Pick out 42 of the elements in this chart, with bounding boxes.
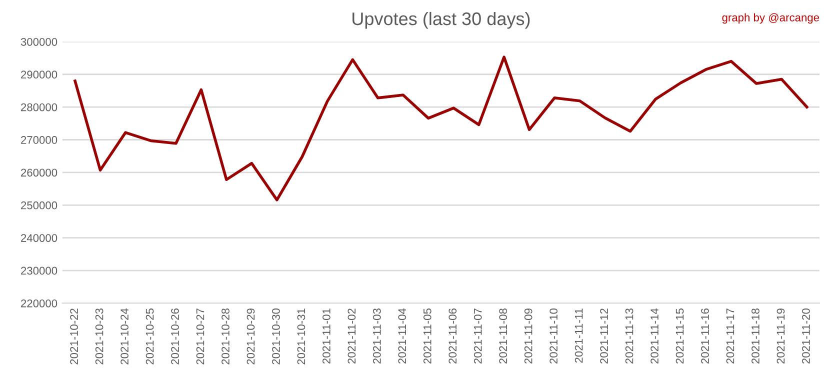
x-tick-label: 2021-11-03	[372, 308, 381, 364]
y-tick-label: 240000	[21, 234, 58, 242]
line-series	[74, 56, 808, 202]
y-tick-label: 220000	[21, 299, 58, 308]
x-tick-label: 2021-11-20	[802, 308, 810, 364]
x-tick-label: 2021-11-15	[676, 308, 684, 364]
x-tick-label: 2021-10-28	[222, 308, 230, 364]
x-tick-label: 2021-11-06	[448, 308, 457, 364]
x-tick-label: 2021-11-01	[322, 308, 330, 364]
x-tick-label: 2021-11-19	[776, 308, 785, 364]
x-tick-label: 2021-11-17	[726, 308, 734, 364]
x-tick-label: 2021-10-30	[272, 308, 280, 364]
x-tick-label: 2021-11-11	[574, 308, 583, 363]
x-tick-label: 2021-11-18	[752, 308, 760, 364]
y-tick-label: 250000	[21, 201, 58, 210]
x-tick-label: 2021-10-23	[95, 308, 104, 364]
x-tick-label: 2021-11-09	[524, 308, 532, 364]
x-tick-label: 2021-11-05	[423, 308, 432, 364]
x-tick-label: 2021-10-25	[146, 308, 154, 364]
y-tick-label: 230000	[21, 266, 58, 275]
chart-title: Upvotes (last 30 days)	[352, 12, 530, 29]
x-tick-label: 2021-10-27	[196, 308, 204, 364]
x-tick-label: 2021-11-07	[474, 308, 482, 364]
x-tick-label: 2021-11-10	[550, 308, 558, 364]
x-tick-label: 2021-10-29	[246, 308, 255, 364]
y-tick-label: 260000	[21, 168, 58, 177]
x-tick-label: 2021-10-22	[70, 308, 78, 364]
x-tick-label: 2021-11-16	[701, 308, 709, 364]
text: graph by @arcange	[722, 13, 820, 24]
x-tick-label: 2021-11-12	[600, 308, 608, 364]
x-tick-label: 2021-10-31	[297, 308, 306, 364]
x-tick-label: 2021-11-14	[650, 308, 658, 364]
y-tick-label: 300000	[20, 38, 58, 46]
x-tick-label: 2021-11-08	[499, 308, 508, 364]
x-tick-label: 2021-10-24	[120, 308, 128, 364]
y-tick-label: 290000	[21, 70, 58, 79]
x-tick-label: 2021-11-02	[348, 308, 356, 364]
y-tick-label: 280000	[21, 103, 58, 112]
x-tick-label: 2021-11-04	[398, 308, 406, 364]
y-tick-label: 270000	[21, 136, 58, 144]
x-tick-label: 2021-10-26	[171, 308, 179, 364]
x-tick-label: 2021-11-13	[625, 308, 634, 364]
